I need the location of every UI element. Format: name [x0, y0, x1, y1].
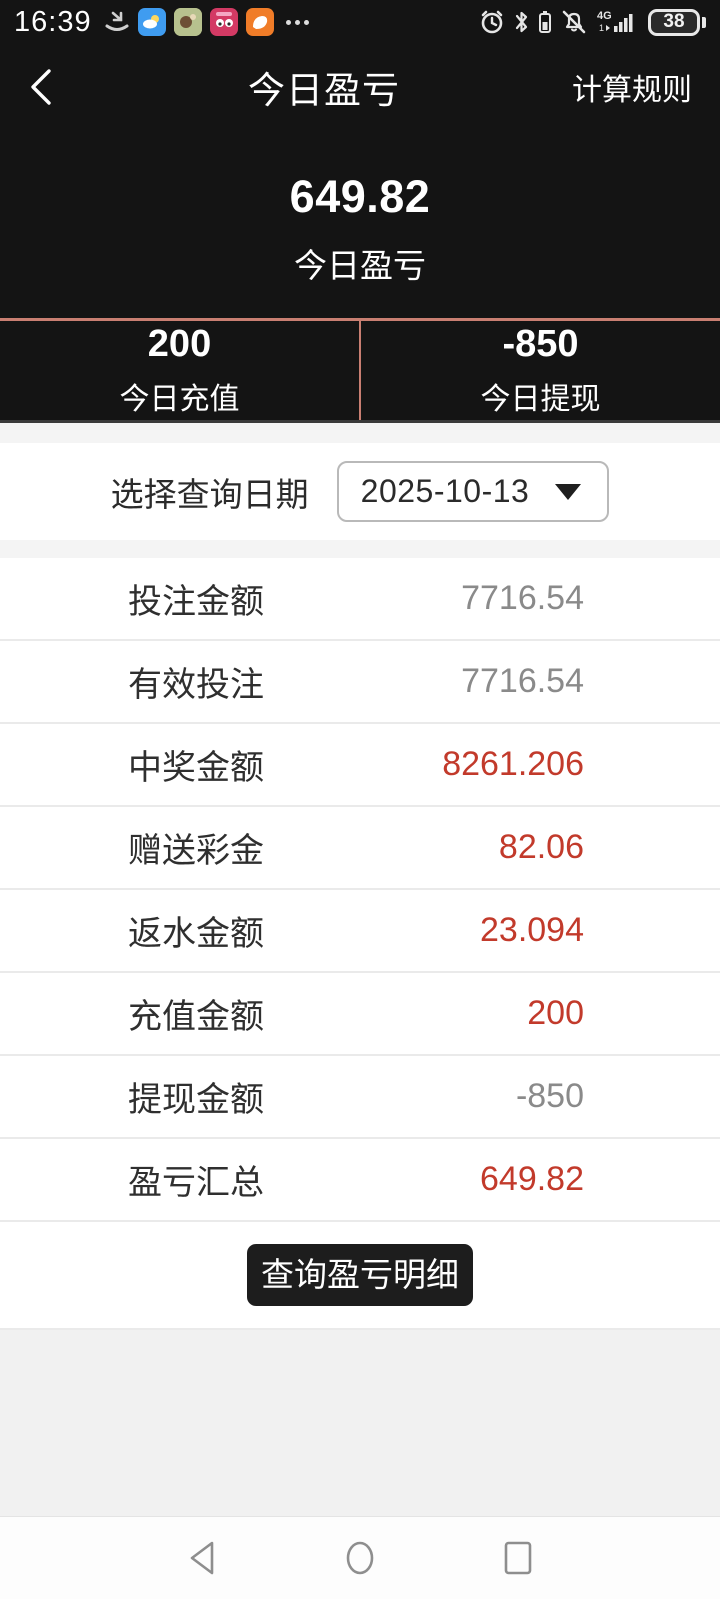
missed-call-icon	[104, 9, 130, 35]
date-picker-section: 选择查询日期 2025-10-13	[0, 443, 720, 540]
row-label: 有效投注	[128, 666, 264, 704]
date-picker-label: 选择查询日期	[110, 475, 309, 513]
today-profit-value: 649.82	[289, 171, 431, 222]
date-select-value: 2025-10-13	[360, 473, 530, 509]
divider-strip	[0, 423, 720, 443]
system-nav-bar	[0, 1516, 720, 1599]
today-withdraw-value: -850	[502, 323, 579, 365]
social-app-icon	[209, 8, 238, 36]
row-valid-bet: 有效投注 7716.54	[0, 641, 720, 724]
row-label: 赠送彩金	[128, 832, 264, 870]
row-value: 82.06	[498, 828, 584, 866]
nav-back-icon[interactable]	[182, 1538, 222, 1578]
row-label: 返水金额	[128, 915, 264, 953]
query-profit-detail-button[interactable]: 查询盈亏明细	[247, 1243, 473, 1307]
row-label: 充值金额	[128, 998, 264, 1036]
svg-text:4G: 4G	[597, 10, 612, 22]
footer-spacer	[0, 1330, 720, 1516]
today-deposit-label: 今日充值	[119, 383, 240, 416]
divider-strip	[0, 540, 720, 558]
more-notifications-icon	[285, 19, 309, 25]
row-label: 提现金额	[128, 1081, 264, 1119]
row-value: 649.82	[480, 1160, 584, 1198]
row-label: 投注金额	[128, 583, 264, 621]
today-profit-label: 今日盈亏	[294, 247, 426, 284]
row-value: 7716.54	[461, 662, 584, 700]
today-deposit-cell: 200 今日充值	[0, 321, 361, 420]
status-bar: 16:39	[0, 0, 720, 44]
row-bonus: 赠送彩金 82.06	[0, 807, 720, 890]
row-rebate: 返水金额 23.094	[0, 890, 720, 973]
row-deposit-amount: 充值金额 200	[0, 973, 720, 1056]
clock-time: 16:39	[14, 5, 92, 38]
calc-rules-button[interactable]: 计算规则	[572, 74, 692, 107]
device-battery-icon	[538, 9, 552, 35]
signal-4g-icon: 4G 1	[596, 8, 636, 36]
summary-section: 200 今日充值 -850 今日提现	[0, 318, 720, 423]
game-app-icon	[173, 8, 202, 36]
back-button[interactable]	[28, 65, 76, 109]
battery-percent: 38	[648, 8, 700, 36]
nav-home-icon[interactable]	[340, 1538, 380, 1578]
today-withdraw-label: 今日提现	[480, 383, 601, 416]
page-title: 今日盈亏	[248, 70, 400, 111]
button-section: 查询盈亏明细	[0, 1222, 720, 1330]
row-value: 8261.206	[442, 745, 584, 783]
row-profit-total: 盈亏汇总 649.82	[0, 1139, 720, 1222]
bell-muted-icon	[560, 8, 588, 36]
row-winning-amount: 中奖金额 8261.206	[0, 724, 720, 807]
today-withdraw-cell: -850 今日提现	[361, 321, 720, 420]
row-value: -850	[515, 1077, 584, 1115]
row-value: 23.094	[480, 911, 584, 949]
bluetooth-icon	[514, 9, 530, 35]
alarm-icon	[478, 8, 506, 36]
row-label: 盈亏汇总	[128, 1164, 264, 1202]
row-label: 中奖金额	[128, 749, 264, 787]
weather-app-icon	[137, 8, 166, 36]
phone-battery-icon: 38	[648, 8, 706, 36]
row-bet-amount: 投注金额 7716.54	[0, 558, 720, 641]
svg-text:1: 1	[599, 23, 604, 33]
row-value: 200	[527, 994, 584, 1032]
date-select[interactable]: 2025-10-13	[336, 461, 610, 522]
app-header: 今日盈亏 计算规则	[0, 44, 720, 130]
nav-recents-icon[interactable]	[498, 1538, 538, 1578]
row-withdraw-amount: 提现金额 -850	[0, 1056, 720, 1139]
profit-detail-list: 投注金额 7716.54 有效投注 7716.54 中奖金额 8261.206 …	[0, 558, 720, 1222]
row-value: 7716.54	[461, 579, 584, 617]
today-deposit-value: 200	[147, 323, 212, 365]
chevron-down-icon	[555, 483, 582, 500]
browser-app-icon	[245, 8, 274, 36]
hero-section: 649.82 今日盈亏	[0, 130, 720, 318]
